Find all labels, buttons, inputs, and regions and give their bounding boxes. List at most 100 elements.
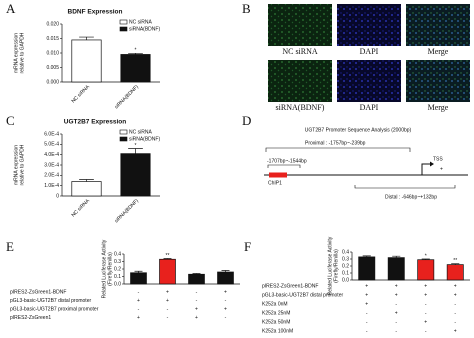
legend-swatch: [119, 129, 128, 135]
condition-mark: +: [424, 283, 427, 289]
y-tick-label: 1.0E-4: [44, 183, 59, 189]
bar: [217, 271, 234, 285]
condition-label: pGL3-basic-UGT2B7 distal promoter: [262, 292, 343, 298]
caption: DAPI: [360, 103, 379, 112]
x-tick-label: NC siRNA: [71, 84, 92, 105]
y-tick-label: 0: [56, 193, 59, 199]
y-tick-label: 0.3: [342, 256, 349, 262]
caption: DAPI: [360, 47, 379, 56]
caption: Merge: [428, 47, 449, 56]
significance: **: [166, 253, 170, 259]
panel-label: A: [6, 1, 16, 16]
y-tick-label: 0.0: [114, 281, 121, 287]
bar: [120, 54, 151, 83]
condition-mark: -: [454, 319, 456, 325]
condition-mark: +: [454, 283, 457, 289]
bracket: [265, 147, 411, 152]
y-axis-label: (Firefly/Renilla): [333, 249, 339, 283]
condition-mark: +: [166, 289, 169, 295]
condition-label: K252a 50nM: [262, 319, 290, 325]
condition-mark: -: [196, 289, 198, 295]
bar: [120, 153, 151, 197]
error-bar: [163, 258, 172, 260]
y-tick-label: 0.010: [46, 50, 59, 56]
micrograph: [406, 4, 470, 46]
tss-arrowhead: [430, 161, 434, 167]
condition-mark: +: [195, 315, 198, 321]
condition-label: K252a 0nM: [262, 301, 288, 307]
condition-mark: +: [424, 292, 427, 298]
y-tick-label: 0.015: [46, 36, 59, 42]
bracket: [267, 164, 301, 168]
y-tick-label: 0.2: [114, 266, 121, 272]
error-bar: [134, 270, 143, 273]
condition-mark: +: [137, 315, 140, 321]
chip-region: [269, 172, 287, 178]
chart-title: BDNF Expression: [68, 9, 123, 16]
micrograph: [337, 60, 401, 102]
condition-mark: +: [365, 301, 368, 307]
bar: [446, 264, 464, 281]
condition-label: pIRES2-ZsGreen1-BDNF: [262, 283, 318, 289]
x-tick-label: NC siRNA: [71, 198, 92, 219]
micrograph: [406, 60, 470, 102]
y-tick-label: 0.3: [114, 259, 121, 265]
y-axis-label: mRNA expression: [13, 145, 19, 185]
bar: [159, 258, 176, 285]
legend-label: siRNA(BDNF): [129, 26, 160, 32]
condition-mark: -: [196, 298, 198, 304]
legend-swatch: [119, 136, 128, 142]
plus-sign: +: [440, 166, 443, 172]
y-axis-label: (Firefly/Renilla): [107, 252, 113, 286]
panel-label: F: [244, 239, 251, 254]
x-tick-label: siRNA(BDNF): [114, 84, 140, 110]
condition-mark: +: [454, 292, 457, 298]
chip-label: ChIP1: [268, 180, 282, 186]
condition-mark: -: [425, 301, 427, 307]
condition-mark: -: [395, 319, 397, 325]
legend-swatch: [119, 26, 128, 32]
bar: [417, 259, 435, 281]
legend-label: NC siRNA: [129, 129, 152, 135]
bar: [130, 272, 147, 285]
condition-mark: -: [425, 328, 427, 334]
y-tick-label: 6.0E-4: [44, 131, 59, 137]
condition-label: pIRES2-ZsGreen1-BDNF: [10, 289, 66, 295]
condition-label: K252a 25nM: [262, 310, 290, 316]
error-bar: [128, 148, 143, 154]
tss-arrow: [421, 163, 430, 175]
condition-mark: -: [395, 328, 397, 334]
condition-mark: -: [454, 310, 456, 316]
condition-mark: +: [224, 306, 227, 312]
bar: [358, 256, 376, 281]
y-tick-label: 3.0E-4: [44, 162, 59, 168]
condition-mark: +: [395, 310, 398, 316]
condition-mark: -: [366, 310, 368, 316]
condition-mark: -: [225, 298, 227, 304]
condition-mark: +: [224, 289, 227, 295]
panel-label: C: [6, 113, 15, 128]
y-tick-label: 0.1: [342, 270, 349, 276]
error-bar: [221, 270, 230, 272]
micrograph: [268, 4, 332, 46]
caption: Merge: [428, 103, 449, 112]
y-tick-label: 0.000: [46, 79, 59, 85]
panel-b: B NC siRNA DAPI Merge siRNA(BDNF) DAPI M…: [242, 1, 470, 112]
y-tick-label: 0.4: [114, 251, 121, 257]
condition-mark: -: [425, 310, 427, 316]
condition-label: pIRES2-ZsGreen1: [10, 315, 51, 321]
panel-label: E: [6, 239, 14, 254]
condition-mark: +: [365, 283, 368, 289]
error-bar: [362, 255, 371, 257]
error-bar: [128, 52, 143, 55]
significance: **: [453, 258, 457, 264]
condition-mark: -: [395, 301, 397, 307]
bar: [387, 257, 405, 281]
y-tick-label: 0.020: [46, 21, 59, 27]
panel-label: B: [242, 1, 251, 16]
bar: [71, 181, 102, 197]
y-tick-label: 4.0E-4: [44, 152, 59, 158]
bracket: [354, 185, 456, 189]
tss-label: TSS: [433, 156, 443, 162]
y-axis-label: relative to GAPDH: [19, 32, 25, 73]
